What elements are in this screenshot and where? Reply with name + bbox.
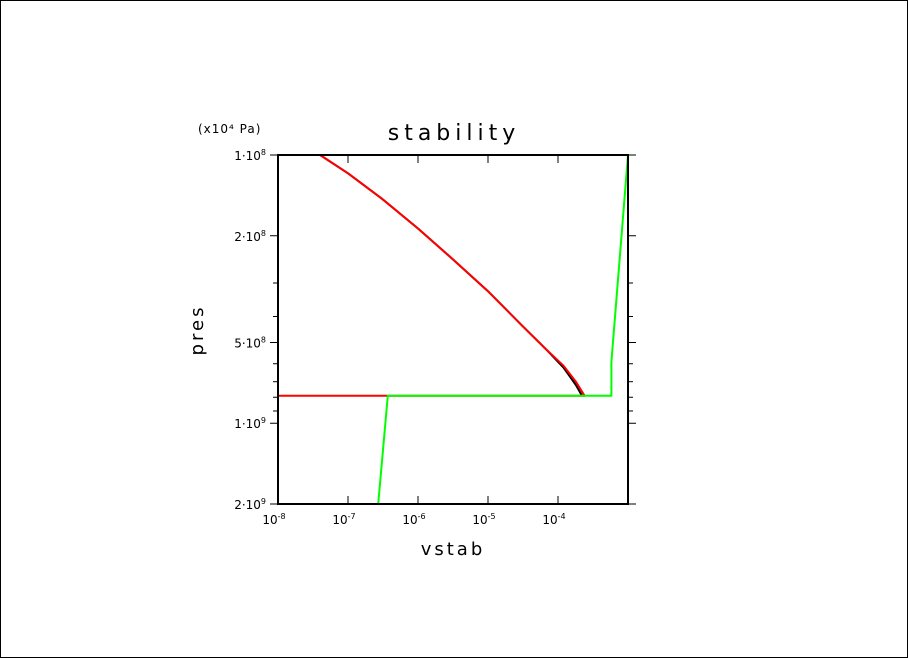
y-tick-label: 1·109 — [234, 416, 266, 431]
chart-title: stability — [388, 121, 521, 146]
y-tick-label: 1·108 — [234, 148, 266, 163]
x-tick-label: 10-4 — [542, 512, 565, 527]
series-line-1 — [319, 154, 583, 397]
y-unit-label: (x10⁴ Pa) — [198, 122, 261, 136]
x-tick-label: 10-6 — [402, 512, 425, 527]
plot-area-border — [277, 154, 629, 505]
y-tick-label: 5·108 — [234, 335, 266, 350]
ticks-layer: 10-8 10-7 10-6 10-5 10-4 1·108 2·108 5·108 1·109… — [234, 148, 636, 527]
x-tick-label: 10-7 — [332, 512, 355, 527]
x-axis-label: vstab — [421, 539, 486, 560]
series-layer — [277, 154, 629, 505]
x-tick-label: 10-8 — [262, 512, 285, 527]
y-axis-label: pres — [187, 305, 208, 356]
y-tick-label: 2·108 — [234, 229, 266, 244]
series-line-2 — [277, 154, 586, 504]
y-tick-label: 2·109 — [234, 497, 266, 512]
x-tick-label: 10-5 — [472, 512, 495, 527]
series-line-3 — [377, 154, 629, 505]
